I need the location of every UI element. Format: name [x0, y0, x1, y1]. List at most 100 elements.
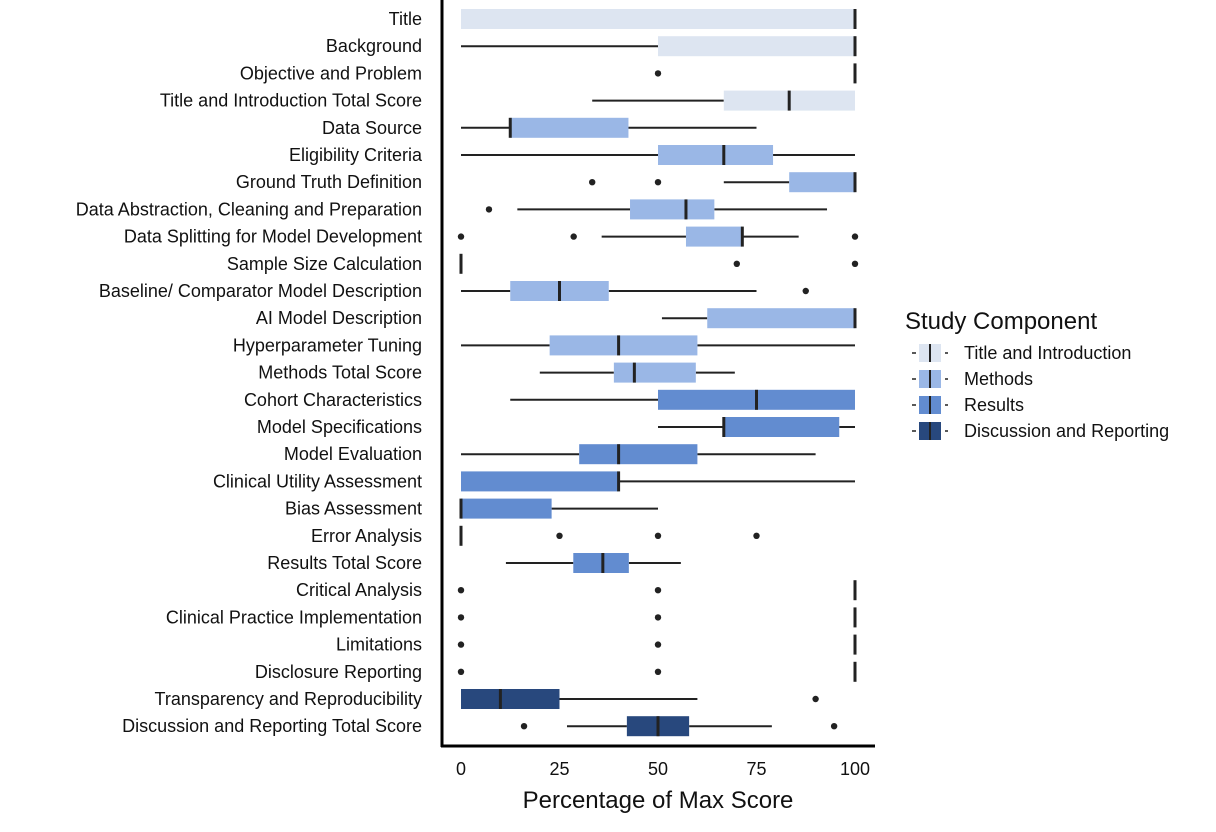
box-row — [457, 661, 857, 682]
category-label: Disclosure Reporting — [255, 662, 422, 682]
box-row — [461, 36, 857, 57]
category-label: Model Specifications — [257, 417, 422, 437]
outlier-point — [485, 206, 493, 213]
iqr-box — [510, 117, 629, 138]
outlier-point — [802, 287, 809, 295]
outlier-point — [753, 532, 760, 539]
iqr-box — [630, 199, 715, 220]
outlier-point — [570, 233, 577, 240]
category-label: Transparency and Reproducibility — [155, 689, 422, 709]
category-label: Data Source — [322, 118, 422, 138]
category-label: Error Analysis — [311, 526, 422, 546]
category-label: Hyperparameter Tuning — [233, 335, 422, 355]
legend-label: Discussion and Reporting — [964, 421, 1169, 441]
iqr-box — [573, 553, 629, 573]
box-row — [661, 308, 857, 329]
category-label: Baseline/ Comparator Model Description — [99, 281, 422, 301]
box-row — [592, 90, 855, 111]
outlier-point — [654, 532, 662, 539]
box-row — [461, 335, 855, 356]
category-label: Eligibility Criteria — [289, 145, 423, 165]
outlier-point — [457, 233, 465, 240]
outlier-point — [654, 587, 662, 594]
box-row — [461, 471, 855, 492]
box-row — [457, 607, 857, 628]
x-tick-label: 25 — [549, 759, 569, 779]
box-row — [457, 226, 859, 247]
legend-item: Discussion and Reporting — [912, 421, 1169, 441]
box-row — [461, 9, 857, 29]
category-label: Limitations — [336, 635, 422, 655]
iqr-box — [461, 471, 619, 492]
outlier-point — [830, 723, 838, 730]
x-tick-labels: 0 25 50 75 100 — [456, 759, 870, 779]
outlier-point — [654, 668, 662, 675]
box-row — [485, 199, 828, 220]
legend-item: Results — [912, 395, 1024, 415]
legend-label: Title and Introduction — [964, 343, 1131, 363]
legend-label: Results — [964, 395, 1024, 415]
box-row — [459, 498, 658, 519]
outlier-point — [457, 587, 465, 594]
outlier-point — [654, 70, 662, 77]
legend: Study Component Title and Introduction Me… — [905, 308, 1169, 441]
box-row — [461, 689, 819, 709]
iqr-box — [461, 498, 552, 519]
iqr-box — [707, 308, 855, 329]
iqr-box — [789, 172, 855, 193]
x-tick-label: 0 — [456, 759, 466, 779]
box-row — [461, 444, 816, 465]
outlier-point — [851, 233, 859, 240]
legend-title: Study Component — [905, 308, 1097, 335]
box-row — [459, 253, 859, 274]
outlier-point — [556, 532, 563, 539]
outlier-point — [654, 641, 662, 648]
iqr-box — [461, 9, 855, 29]
box-row — [459, 525, 760, 546]
x-axis-title: Percentage of Max Score — [523, 787, 794, 814]
legend-item: Title and Introduction — [912, 343, 1131, 363]
category-label: AI Model Description — [256, 308, 422, 328]
category-labels: Title Background Objective and Problem Titl… — [76, 9, 423, 736]
outlier-point — [589, 179, 596, 186]
box-row — [539, 362, 735, 383]
category-label: Title and Introduction Total Score — [160, 91, 422, 111]
category-label: Discussion and Reporting Total Score — [122, 716, 422, 736]
category-label: Bias Assessment — [285, 499, 422, 519]
box-row — [461, 281, 809, 301]
category-label: Ground Truth Definition — [236, 172, 422, 192]
box-row — [510, 389, 855, 410]
outlier-point — [851, 260, 859, 267]
category-label: Results Total Score — [267, 553, 422, 573]
iqr-box — [579, 444, 698, 465]
box-row — [520, 716, 838, 737]
box-row — [457, 634, 857, 655]
iqr-box — [723, 417, 840, 437]
iqr-box — [461, 689, 560, 709]
outlier-point — [654, 614, 662, 621]
boxplot-marks — [457, 9, 859, 737]
legend-item: Methods — [912, 369, 1033, 389]
x-tick-label: 75 — [746, 759, 766, 779]
outlier-point — [812, 695, 819, 703]
outlier-point — [520, 723, 528, 730]
outlier-point — [457, 668, 465, 675]
category-label: Data Abstraction, Cleaning and Preparati… — [76, 199, 422, 219]
outlier-point — [654, 179, 662, 186]
iqr-box — [613, 362, 696, 383]
iqr-box — [658, 145, 774, 165]
category-label: Model Evaluation — [284, 444, 422, 464]
box-row — [654, 63, 857, 84]
category-label: Title — [389, 9, 422, 29]
category-label: Background — [326, 36, 422, 56]
iqr-box — [549, 335, 698, 356]
category-label: Methods Total Score — [258, 363, 422, 383]
iqr-box — [685, 226, 743, 247]
x-tick-label: 50 — [648, 759, 668, 779]
box-row — [658, 417, 855, 437]
category-label: Clinical Practice Implementation — [166, 607, 422, 627]
category-label: Objective and Problem — [240, 63, 422, 83]
legend-label: Methods — [964, 369, 1033, 389]
outlier-point — [457, 641, 465, 648]
